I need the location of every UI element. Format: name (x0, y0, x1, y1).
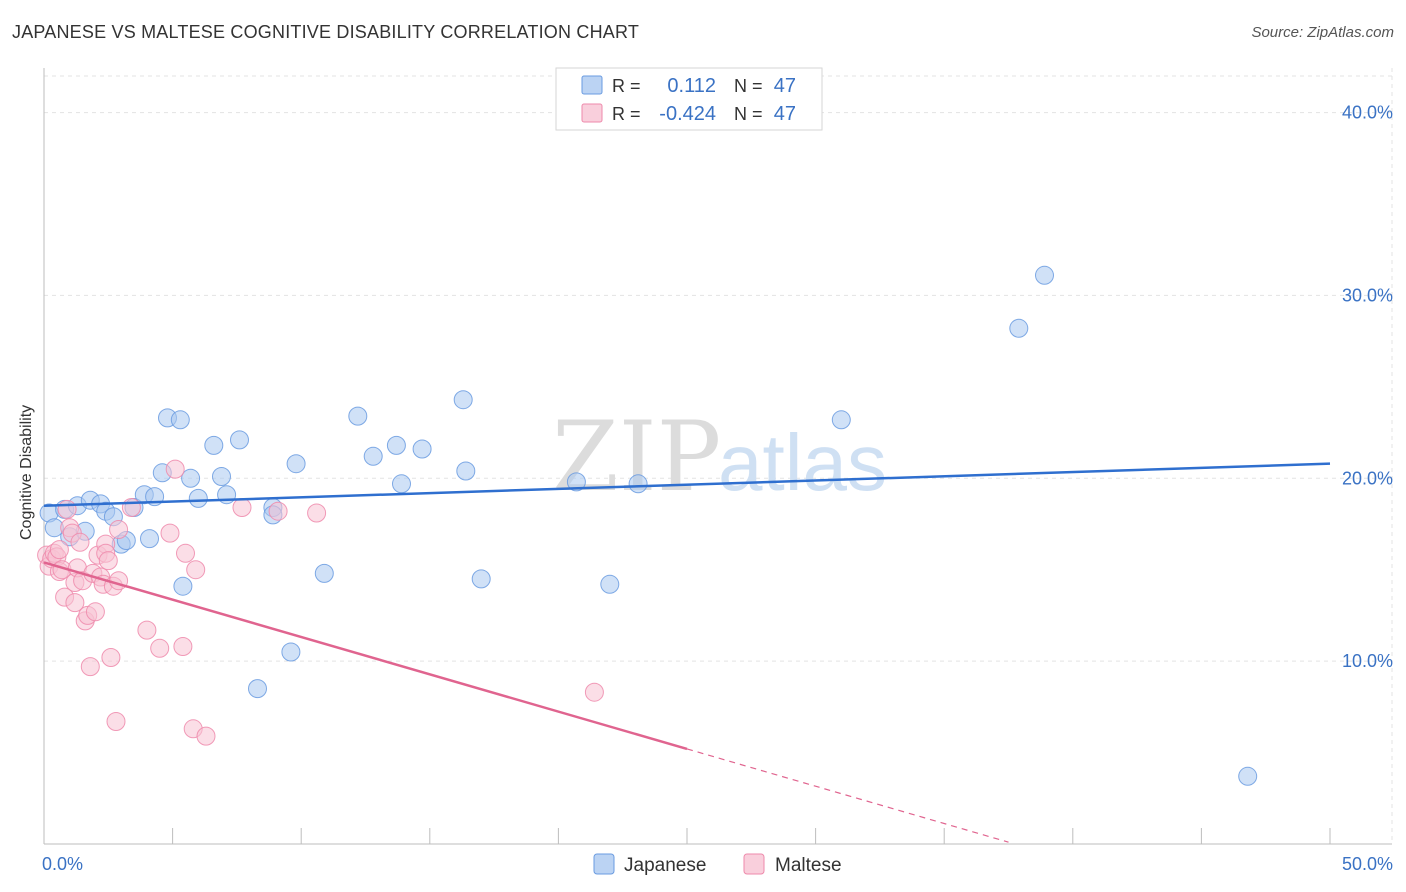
point-japanese (1009, 318, 1029, 338)
point-japanese (281, 642, 301, 662)
source-credit: Source: ZipAtlas.com (1251, 24, 1394, 41)
point-japanese (363, 446, 383, 466)
stat-n-label-maltese: N = (734, 104, 763, 124)
stat-r-label-maltese: R = (612, 104, 641, 124)
data-points (37, 265, 1258, 786)
stat-n-value-japanese: 47 (774, 75, 796, 97)
legend-swatch-japanese (593, 853, 615, 875)
point-maltese (106, 712, 126, 731)
chart-title: JAPANESE VS MALTESE COGNITIVE DISABILITY… (12, 22, 640, 42)
stat-swatch-japanese (581, 75, 603, 95)
point-japanese (600, 574, 620, 594)
point-japanese (348, 406, 368, 426)
point-maltese (57, 499, 77, 519)
stat-swatch-maltese (581, 103, 603, 123)
point-japanese (230, 430, 249, 450)
point-japanese (170, 410, 190, 430)
point-japanese (628, 474, 648, 494)
legend-swatch-maltese (743, 853, 765, 875)
stat-r-label-japanese: R = (612, 76, 641, 96)
x-tick-label-min: 0.0% (42, 854, 83, 874)
stat-r-value-maltese: -0.424 (659, 103, 716, 125)
point-maltese (150, 638, 170, 658)
y-tick-label: 30.0% (1342, 285, 1393, 305)
point-japanese (204, 435, 224, 455)
point-maltese (121, 498, 141, 517)
point-maltese (101, 648, 121, 667)
point-maltese (160, 523, 180, 543)
point-japanese (286, 454, 306, 474)
point-japanese (212, 467, 231, 486)
point-japanese (1035, 265, 1054, 285)
axes (43, 68, 1392, 845)
point-maltese (137, 620, 157, 640)
point-japanese (831, 410, 851, 430)
point-japanese (314, 563, 334, 583)
point-japanese (140, 529, 159, 549)
tick-labels: 0.0% 50.0% 10.0% 20.0% 30.0% 40.0% (42, 103, 1393, 874)
trend-line-japanese (43, 462, 1331, 507)
watermark: ZIP atlas (552, 401, 887, 513)
point-japanese (456, 461, 476, 481)
legend: Japanese Maltese (593, 853, 842, 876)
y-tick-label: 10.0% (1342, 651, 1393, 671)
y-tick-label: 40.0% (1342, 103, 1393, 123)
trend-line-extension-maltese (686, 748, 1009, 843)
point-maltese (49, 540, 69, 560)
watermark-atlas: atlas (718, 418, 887, 507)
legend-label-maltese: Maltese (775, 855, 842, 876)
point-maltese (584, 682, 604, 702)
point-japanese (392, 474, 411, 494)
point-japanese (471, 569, 491, 589)
x-tick-label-max: 50.0% (1342, 854, 1393, 874)
stat-r-value-japanese: 0.112 (667, 75, 716, 97)
stats-box: R = 0.112 N = 47 R = -0.424 N = 47 (555, 67, 823, 131)
series-japanese (39, 265, 1258, 786)
point-maltese (65, 593, 85, 613)
gridlines (44, 68, 1393, 844)
point-maltese (186, 560, 206, 580)
stat-n-value-maltese: 47 (774, 103, 796, 125)
point-maltese (85, 602, 105, 622)
point-japanese (386, 435, 406, 455)
point-maltese (173, 637, 193, 656)
y-tick-label: 20.0% (1342, 468, 1393, 488)
point-japanese (1238, 766, 1258, 786)
point-japanese (173, 576, 193, 596)
point-maltese (109, 520, 129, 539)
series-maltese (37, 459, 604, 746)
legend-label-japanese: Japanese (624, 855, 706, 876)
point-maltese (80, 657, 100, 677)
point-japanese (453, 390, 473, 410)
point-maltese (307, 503, 327, 523)
watermark-zip: ZIP (552, 401, 721, 513)
point-japanese (188, 488, 208, 508)
point-maltese (196, 726, 216, 746)
point-japanese (566, 472, 586, 492)
point-maltese (98, 551, 118, 571)
stat-n-label-japanese: N = (734, 76, 763, 96)
point-japanese (248, 679, 267, 699)
trend-lines (43, 462, 1331, 843)
point-japanese (181, 468, 201, 488)
point-maltese (176, 543, 195, 563)
point-maltese (232, 498, 252, 517)
trend-line-maltese (43, 561, 688, 751)
point-japanese (412, 439, 432, 459)
point-maltese (268, 501, 288, 521)
point-maltese (165, 459, 185, 479)
point-maltese (70, 532, 90, 552)
